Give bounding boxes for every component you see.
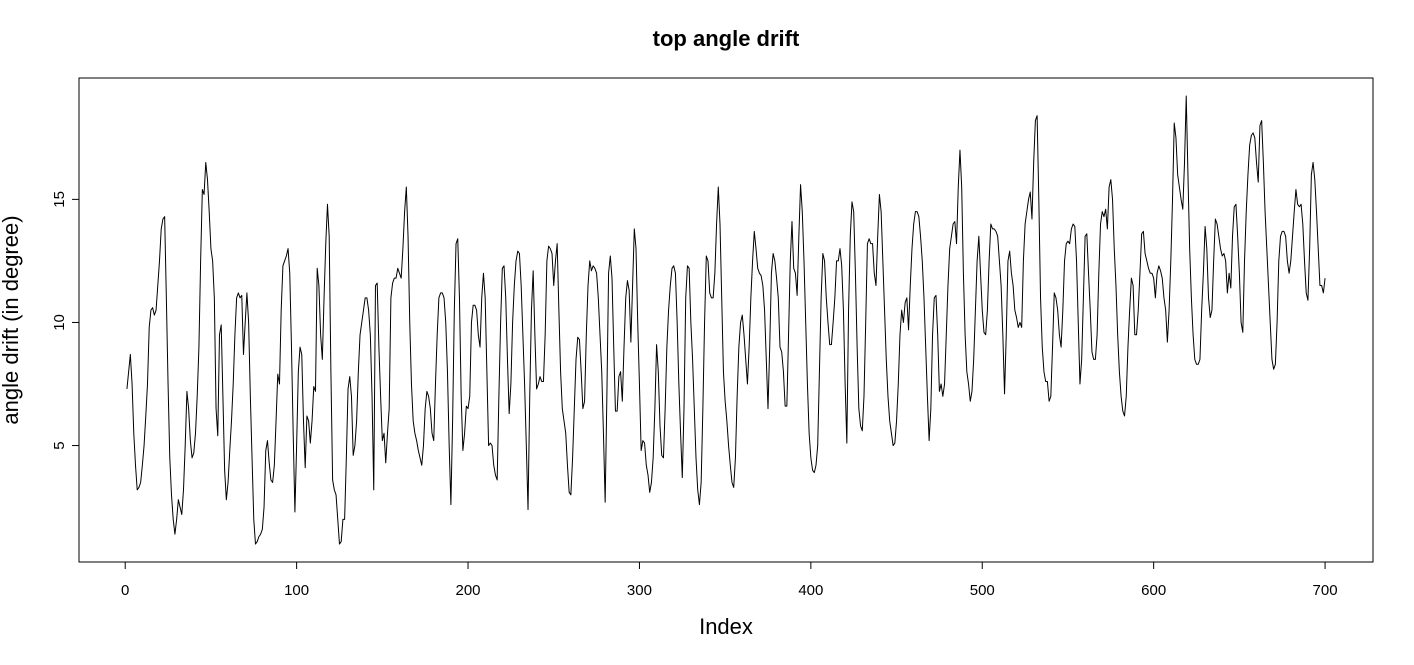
x-tick-label: 300 xyxy=(627,582,652,599)
y-tick-label: 5 xyxy=(51,441,68,449)
x-tick-label: 0 xyxy=(121,582,129,599)
x-axis-label: Index xyxy=(699,614,753,639)
x-tick-label: 100 xyxy=(284,582,309,599)
x-tick-label: 600 xyxy=(1141,582,1166,599)
data-line xyxy=(126,95,1326,545)
y-axis-label: angle drift (in degree) xyxy=(0,215,23,424)
x-tick-label: 400 xyxy=(798,582,823,599)
chart-title: top angle drift xyxy=(653,26,800,51)
x-tick-label: 700 xyxy=(1313,582,1338,599)
y-tick-label: 15 xyxy=(51,191,68,208)
y-tick-label: 10 xyxy=(51,314,68,331)
x-tick-label: 200 xyxy=(456,582,481,599)
x-tick-label: 500 xyxy=(970,582,995,599)
